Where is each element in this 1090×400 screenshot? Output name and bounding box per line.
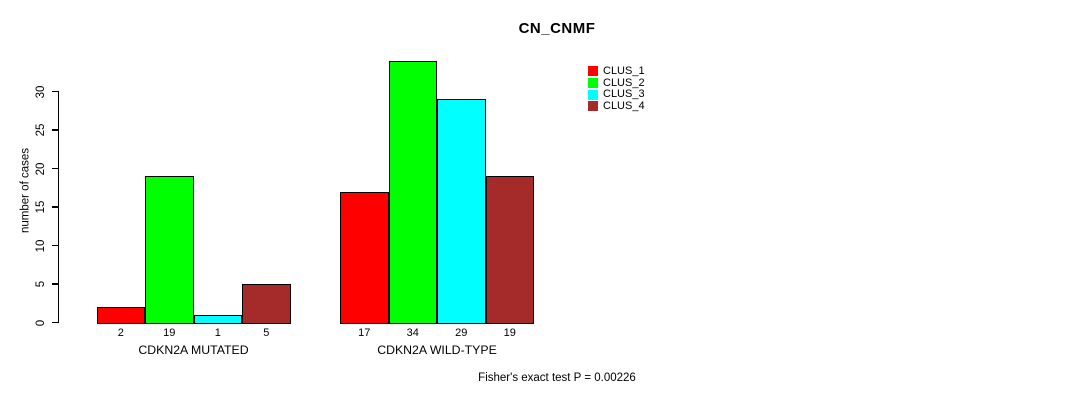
bar-value-label: 19 <box>503 327 516 339</box>
y-axis-tick <box>51 167 58 170</box>
y-axis-tick-label: 30 <box>34 85 47 98</box>
bar-clus_1-group1 <box>96 307 145 324</box>
x-axis-group-label: CDKN2A WILD-TYPE <box>377 343 497 357</box>
annotation-text: Fisher's exact test P = 0.00226 <box>478 372 636 384</box>
y-axis-tick-label: 10 <box>34 239 47 252</box>
y-axis-title: number of cases <box>19 148 32 234</box>
legend-label: CLUS_1 <box>603 64 645 77</box>
legend-swatch <box>588 66 598 77</box>
y-axis-tick-label: 5 <box>34 280 47 288</box>
y-axis-tick-label: 25 <box>34 123 47 137</box>
y-axis-tick <box>51 244 58 247</box>
y-axis-line <box>57 90 59 324</box>
y-axis-tick <box>51 206 58 208</box>
x-axis-group-label: CDKN2A MUTATED <box>138 343 249 357</box>
bar-clus_2-group1 <box>145 176 194 324</box>
y-axis-tick <box>51 90 58 93</box>
bar-clus_4-group2 <box>485 176 534 324</box>
legend-label: CLUS_2 <box>603 76 645 89</box>
y-axis-tick-label: 20 <box>34 162 47 175</box>
y-axis-tick <box>51 321 58 324</box>
legend-swatch <box>588 78 598 88</box>
bar-clus_3-group1 <box>193 314 242 324</box>
y-axis-tick-label: 0 <box>34 319 47 326</box>
chart-title: CN_CNMF <box>518 20 596 37</box>
bar-clus_2-group2 <box>388 60 437 324</box>
bar-value-label: 17 <box>358 327 371 339</box>
bar-value-label: 34 <box>406 327 419 339</box>
legend-swatch <box>588 89 598 100</box>
bar-value-label: 1 <box>214 327 221 339</box>
bar-value-label: 5 <box>263 327 270 339</box>
bar-clus_1-group2 <box>340 191 389 324</box>
bar-value-label: 29 <box>455 327 468 339</box>
y-axis-tick-label: 15 <box>34 200 47 214</box>
bar-value-label: 19 <box>163 327 176 339</box>
bar-value-label: 2 <box>117 327 124 339</box>
bar-clus_4-group1 <box>242 284 291 324</box>
legend-label: CLUS_3 <box>603 88 645 101</box>
y-axis-tick <box>51 129 58 131</box>
y-axis-tick <box>51 283 58 285</box>
legend-label: CLUS_4 <box>603 99 645 112</box>
legend-swatch <box>588 101 598 112</box>
bar-clus_3-group2 <box>437 99 486 324</box>
